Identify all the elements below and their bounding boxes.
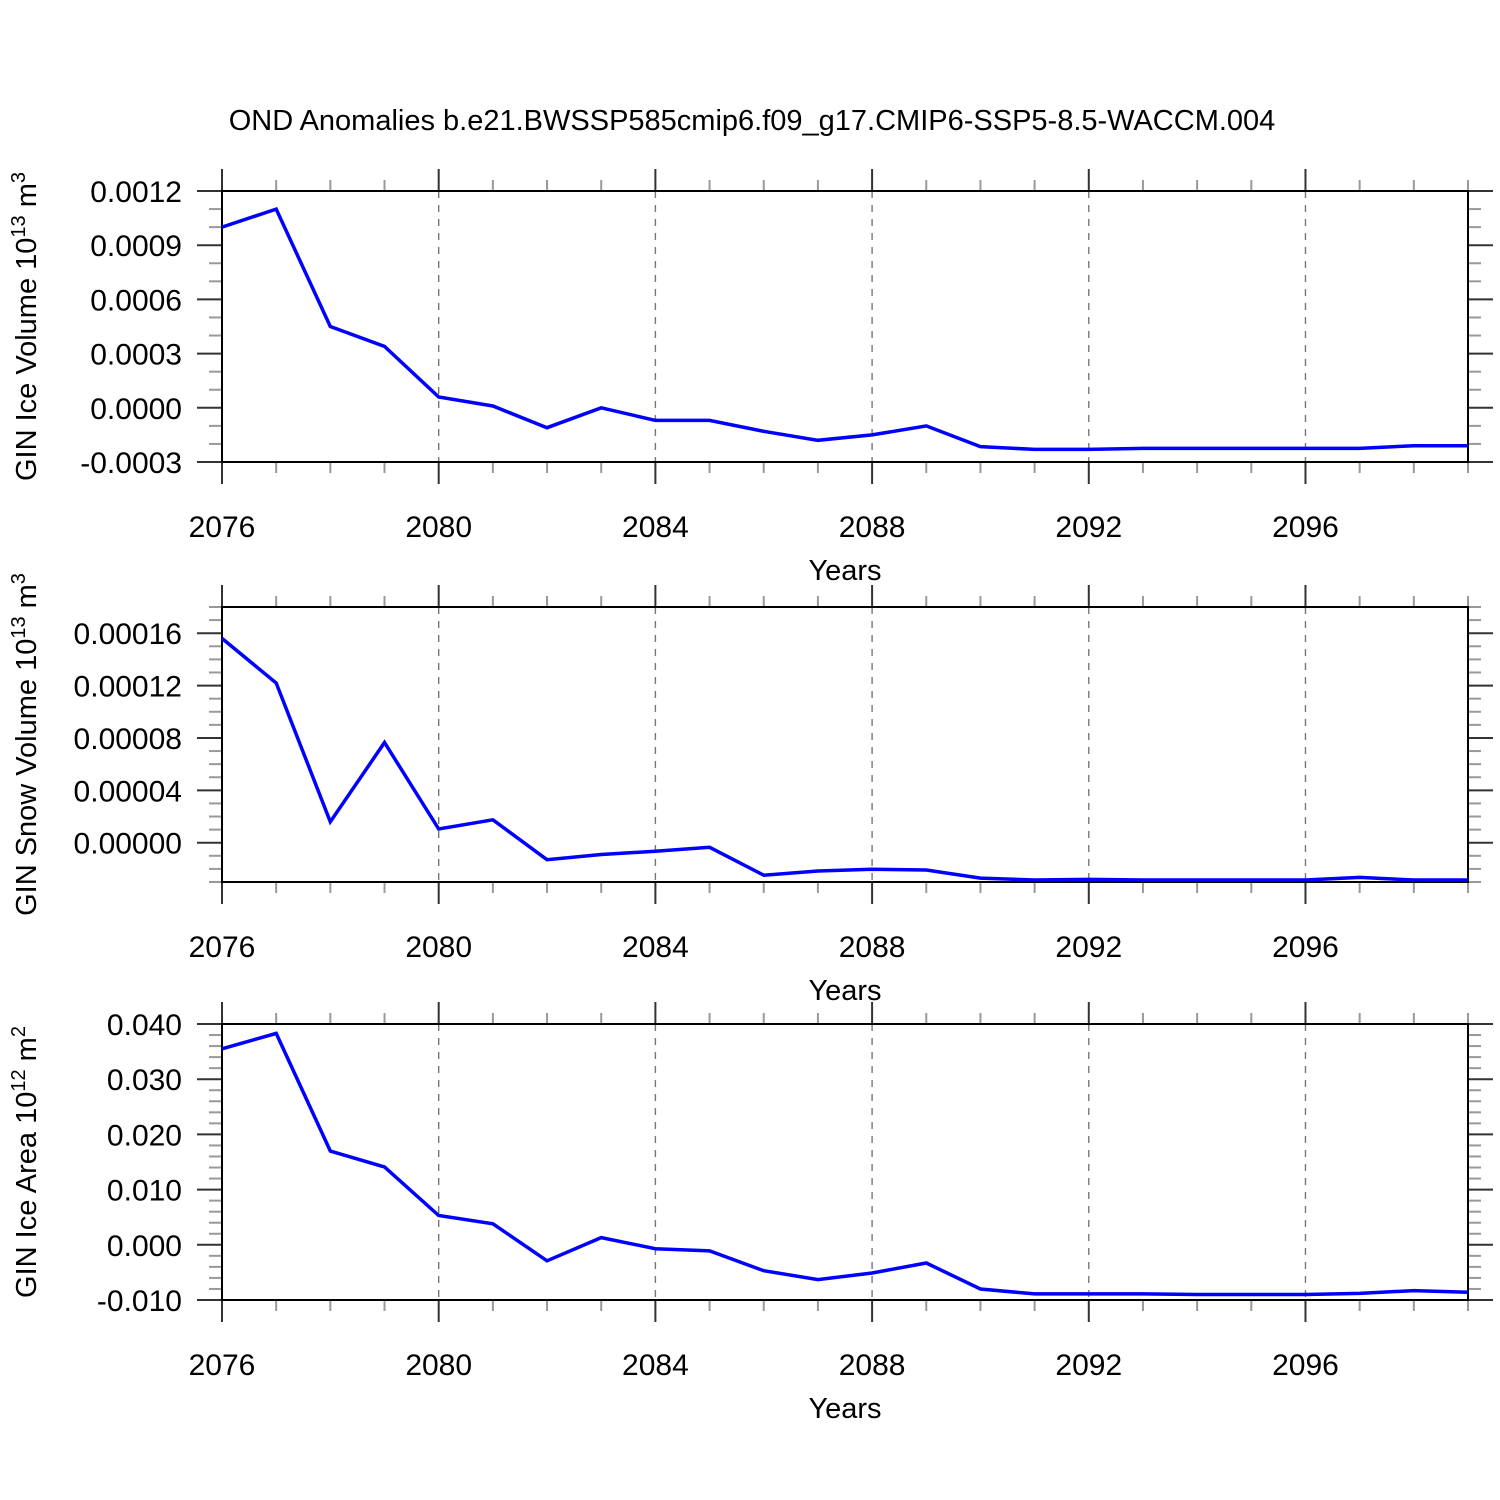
y-tick-label: 0.00008 — [74, 723, 182, 756]
y-tick-label: 0.010 — [107, 1175, 182, 1208]
x-tick-label: 2084 — [622, 511, 689, 544]
y-tick-label: 0.00012 — [74, 671, 182, 704]
x-axis-title: Years — [808, 555, 881, 587]
x-tick-label: 2092 — [1055, 1349, 1122, 1382]
x-tick-label: 2088 — [839, 1349, 906, 1382]
y-tick-label: 0.000 — [107, 1230, 182, 1263]
chart-title: OND Anomalies b.e21.BWSSP585cmip6.f09_g1… — [229, 105, 1276, 137]
y-tick-label: -0.0003 — [80, 447, 182, 480]
data-line — [221, 1031, 1469, 1297]
y-tick-label: 0.0006 — [90, 284, 182, 317]
y-axis-title: GIN Ice Volume 1013 m3 — [8, 172, 43, 481]
x-tick-label: 2084 — [622, 1349, 689, 1382]
y-tick-label: 0.0012 — [90, 176, 182, 209]
y-tick-label: 0.020 — [107, 1119, 182, 1152]
x-tick-label: 2084 — [622, 931, 689, 964]
x-tick-label: 2088 — [839, 931, 906, 964]
data-line — [221, 206, 1468, 452]
x-tick-label: 2088 — [839, 511, 906, 544]
y-axis-title: GIN Snow Volume 1013 m3 — [8, 573, 43, 916]
x-tick-label: 2076 — [189, 931, 256, 964]
y-tick-label: -0.010 — [97, 1285, 182, 1318]
x-tick-label: 2092 — [1055, 931, 1122, 964]
x-tick-label: 2076 — [189, 1349, 256, 1382]
plot-frame — [221, 1023, 1469, 1301]
x-tick-label: 2096 — [1272, 931, 1339, 964]
x-tick-label: 2080 — [405, 931, 472, 964]
x-axis-title: Years — [808, 1393, 881, 1425]
y-tick-label: 0.00004 — [74, 775, 182, 808]
plot-frame — [221, 190, 1469, 463]
plot-frame — [221, 606, 1469, 883]
x-tick-label: 2080 — [405, 511, 472, 544]
y-tick-label: 0.040 — [107, 1009, 182, 1042]
y-tick-label: 0.030 — [107, 1064, 182, 1097]
panels-group: 2076 2080 2084 2088 2092 2096 -0.0003 0.0000 0.0… — [8, 169, 1493, 1425]
panel-gin-snow-volume: 2076 2080 2084 2088 2092 2096 0.00000 0.00004 0.… — [8, 573, 1493, 1007]
y-tick-label: 0.00016 — [74, 618, 182, 651]
panel-gin-ice-area: 2076 2080 2084 2088 2092 2096 -0.010 0.000 0.010… — [8, 1002, 1493, 1425]
x-tick-label: 2096 — [1272, 511, 1339, 544]
x-tick-label: 2096 — [1272, 1349, 1339, 1382]
y-tick-label: 0.0000 — [90, 393, 182, 426]
panel-gin-ice-volume: 2076 2080 2084 2088 2092 2096 -0.0003 0.0000 0.0… — [8, 169, 1493, 587]
data-line — [220, 637, 1468, 882]
y-tick-label: 0.00000 — [74, 828, 182, 861]
y-tick-label: 0.0009 — [90, 230, 182, 263]
x-tick-label: 2076 — [189, 511, 256, 544]
y-tick-label: 0.0003 — [90, 339, 182, 372]
x-tick-label: 2080 — [405, 1349, 472, 1382]
y-axis-title: GIN Ice Area 1012 m2 — [8, 1026, 43, 1298]
x-tick-label: 2092 — [1055, 511, 1122, 544]
x-axis-title: Years — [808, 975, 881, 1007]
